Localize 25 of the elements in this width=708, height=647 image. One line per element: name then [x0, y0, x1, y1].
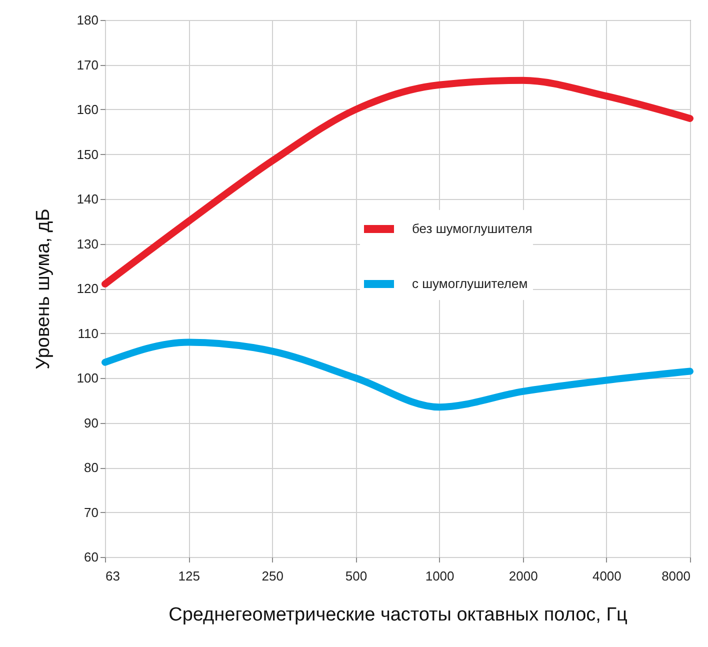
y-tick-label: 80: [84, 460, 98, 475]
y-tick-label: 140: [76, 192, 98, 206]
y-tick-label: 150: [76, 146, 98, 162]
x-tick-label: 500: [345, 568, 368, 584]
y-tick-label: 60: [84, 550, 98, 564]
x-tick-label: 2000: [508, 568, 538, 584]
x-tick-label: 1000: [425, 568, 454, 584]
x-tick-label: 63: [106, 568, 120, 584]
y-tick-label: 110: [78, 326, 98, 341]
y-tick-label: 180: [76, 12, 98, 28]
x-tick-label: 250: [262, 568, 284, 584]
y-axis-title: Уровень шума, дБ: [32, 208, 54, 370]
y-tick-label: 130: [76, 236, 98, 252]
x-tick-label: 125: [178, 568, 200, 584]
x-tick-label: 4000: [592, 568, 622, 584]
legend-label: с шумоглушителем: [412, 276, 528, 291]
y-tick-label: 100: [76, 370, 98, 386]
y-tick-label: 120: [76, 281, 98, 296]
y-tick-label: 170: [76, 57, 98, 72]
y-tick-label: 160: [76, 102, 98, 117]
legend-label: без шумоглушителя: [412, 221, 532, 236]
y-tick-label: 70: [84, 504, 98, 520]
y-tick-label: 90: [84, 415, 98, 430]
x-axis-title: Среднегеометрические частоты октавных полос, Гц: [168, 604, 628, 626]
x-tick-label: 8000: [662, 568, 690, 584]
